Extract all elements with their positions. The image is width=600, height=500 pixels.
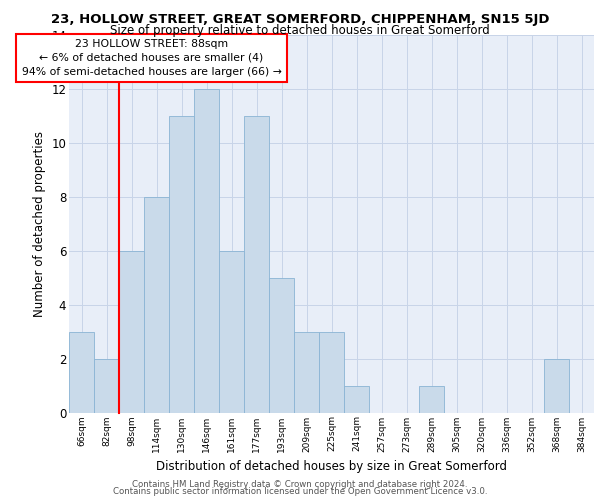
Bar xyxy=(344,386,369,412)
Bar xyxy=(194,89,219,412)
Text: 23 HOLLOW STREET: 88sqm
← 6% of detached houses are smaller (4)
94% of semi-deta: 23 HOLLOW STREET: 88sqm ← 6% of detached… xyxy=(22,39,281,77)
Bar xyxy=(419,386,444,412)
Bar xyxy=(144,197,169,412)
Bar xyxy=(244,116,269,412)
Bar xyxy=(69,332,94,412)
Bar xyxy=(219,250,244,412)
Text: Contains HM Land Registry data © Crown copyright and database right 2024.: Contains HM Land Registry data © Crown c… xyxy=(132,480,468,489)
Y-axis label: Number of detached properties: Number of detached properties xyxy=(32,130,46,317)
Text: 23, HOLLOW STREET, GREAT SOMERFORD, CHIPPENHAM, SN15 5JD: 23, HOLLOW STREET, GREAT SOMERFORD, CHIP… xyxy=(51,12,549,26)
Bar xyxy=(294,332,319,412)
Text: Contains public sector information licensed under the Open Government Licence v3: Contains public sector information licen… xyxy=(113,487,487,496)
Bar xyxy=(269,278,294,412)
Bar xyxy=(119,250,144,412)
Bar xyxy=(169,116,194,412)
Bar xyxy=(319,332,344,412)
Bar xyxy=(544,358,569,412)
Bar xyxy=(94,358,119,412)
Text: Size of property relative to detached houses in Great Somerford: Size of property relative to detached ho… xyxy=(110,24,490,37)
X-axis label: Distribution of detached houses by size in Great Somerford: Distribution of detached houses by size … xyxy=(156,460,507,473)
